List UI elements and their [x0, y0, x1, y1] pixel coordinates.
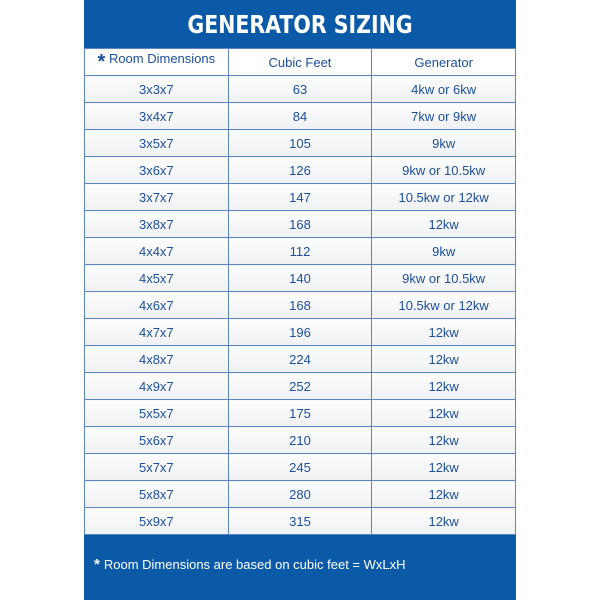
cubic-feet-cell: 126: [227, 156, 373, 184]
generator-cell: 9kw or 10.5kw: [371, 264, 516, 292]
table-row: 4x6x7 168 10.5kw or 12kw: [84, 291, 516, 319]
generator-cell: 12kw: [371, 453, 516, 481]
table-row: 5x9x7 315 12kw: [84, 507, 516, 535]
table-row: 4x7x7 196 12kw: [84, 318, 516, 346]
room-dimensions-cell: 4x6x7: [84, 291, 229, 319]
cubic-feet-cell: 112: [227, 237, 373, 265]
generator-cell: 12kw: [371, 426, 516, 454]
generator-cell: 9kw: [371, 237, 516, 265]
table-row: 5x6x7 210 12kw: [84, 426, 516, 454]
generator-cell: 10.5kw or 12kw: [371, 183, 516, 211]
asterisk-icon: *: [94, 556, 100, 573]
room-dimensions-cell: 3x7x7: [84, 183, 229, 211]
generator-cell: 10.5kw or 12kw: [371, 291, 516, 319]
generator-cell: 4kw or 6kw: [371, 75, 516, 103]
cubic-feet-cell: 210: [227, 426, 373, 454]
table-row: 3x4x7 84 7kw or 9kw: [84, 102, 516, 130]
room-dimensions-cell: 5x5x7: [84, 399, 229, 427]
table-row: 3x7x7 147 10.5kw or 12kw: [84, 183, 516, 211]
table-row: 3x3x7 63 4kw or 6kw: [84, 75, 516, 103]
cubic-feet-cell: 196: [227, 318, 373, 346]
room-dimensions-cell: 4x8x7: [84, 345, 229, 373]
table-header-row: * Room Dimensions Cubic Feet Generator: [84, 48, 516, 76]
room-dimensions-cell: 4x4x7: [84, 237, 229, 265]
table-row: 4x9x7 252 12kw: [84, 372, 516, 400]
asterisk-icon: *: [97, 50, 106, 73]
room-dimensions-cell: 4x9x7: [84, 372, 229, 400]
room-dimensions-cell: 5x8x7: [84, 480, 229, 508]
cubic-feet-cell: 175: [227, 399, 373, 427]
room-dimensions-cell: 3x5x7: [84, 129, 229, 157]
cubic-feet-cell: 147: [227, 183, 373, 211]
generator-cell: 12kw: [371, 318, 516, 346]
generator-cell: 12kw: [371, 399, 516, 427]
room-dimensions-cell: 3x6x7: [84, 156, 229, 184]
page-title: GENERATOR SIZING: [187, 10, 413, 39]
header-generator: Generator: [371, 48, 516, 76]
table-row: 5x7x7 245 12kw: [84, 453, 516, 481]
cubic-feet-cell: 63: [227, 75, 373, 103]
sizing-table: * Room Dimensions Cubic Feet Generator 3…: [84, 48, 516, 535]
generator-cell: 12kw: [371, 507, 516, 535]
room-dimensions-cell: 3x3x7: [84, 75, 229, 103]
room-dimensions-cell: 4x7x7: [84, 318, 229, 346]
room-dimensions-cell: 3x4x7: [84, 102, 229, 130]
footnote-text: Room Dimensions are based on cubic feet …: [103, 557, 406, 572]
cubic-feet-cell: 280: [227, 480, 373, 508]
table-row: 3x8x7 168 12kw: [84, 210, 516, 238]
cubic-feet-cell: 168: [227, 291, 373, 319]
generator-cell: 9kw or 10.5kw: [371, 156, 516, 184]
cubic-feet-cell: 140: [227, 264, 373, 292]
table-row: 3x6x7 126 9kw or 10.5kw: [84, 156, 516, 184]
table-row: 5x5x7 175 12kw: [84, 399, 516, 427]
room-dimensions-cell: 5x6x7: [84, 426, 229, 454]
generator-cell: 7kw or 9kw: [371, 102, 516, 130]
cubic-feet-cell: 84: [227, 102, 373, 130]
generator-cell: 12kw: [371, 210, 516, 238]
cubic-feet-cell: 315: [227, 507, 373, 535]
cubic-feet-cell: 245: [227, 453, 373, 481]
room-dimensions-cell: 3x8x7: [84, 210, 229, 238]
generator-cell: 12kw: [371, 345, 516, 373]
generator-cell: 12kw: [371, 372, 516, 400]
header-label: Room Dimensions: [108, 50, 216, 66]
generator-cell: 9kw: [371, 129, 516, 157]
table-row: 4x5x7 140 9kw or 10.5kw: [84, 264, 516, 292]
header-cubic-feet: Cubic Feet: [227, 48, 373, 76]
table-row: 5x8x7 280 12kw: [84, 480, 516, 508]
cubic-feet-cell: 105: [227, 129, 373, 157]
generator-cell: 12kw: [371, 480, 516, 508]
room-dimensions-cell: 5x7x7: [84, 453, 229, 481]
room-dimensions-cell: 4x5x7: [84, 264, 229, 292]
generator-sizing-panel: GENERATOR SIZING * Room Dimensions Cubic…: [84, 0, 516, 600]
table-row: 4x8x7 224 12kw: [84, 345, 516, 373]
table-row: 4x4x7 112 9kw: [84, 237, 516, 265]
cubic-feet-cell: 252: [227, 372, 373, 400]
header-room-dimensions: * Room Dimensions: [84, 48, 229, 76]
footnote: * Room Dimensions are based on cubic feet…: [84, 535, 516, 573]
cubic-feet-cell: 224: [227, 345, 373, 373]
cubic-feet-cell: 168: [227, 210, 373, 238]
table-row: 3x5x7 105 9kw: [84, 129, 516, 157]
room-dimensions-cell: 5x9x7: [84, 507, 229, 535]
